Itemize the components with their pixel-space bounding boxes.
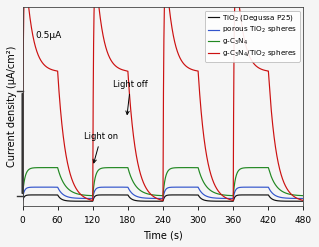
TiO$_2$ (Degussa P25) bbox=[187, 193, 191, 196]
Text: Light off: Light off bbox=[113, 80, 148, 114]
Line: porous TiO$_2$ spheres: porous TiO$_2$ spheres bbox=[23, 187, 303, 199]
porous TiO$_2$ spheres bbox=[244, 186, 248, 189]
g-C$_3$N$_4$ bbox=[122, 166, 126, 169]
TiO$_2$ (Degussa P25) bbox=[21, 200, 25, 203]
g-C$_3$N$_4$/TiO$_2$ spheres bbox=[301, 199, 305, 202]
g-C$_3$N$_4$ bbox=[244, 166, 248, 169]
TiO$_2$ (Degussa P25) bbox=[244, 193, 248, 196]
porous TiO$_2$ spheres bbox=[229, 197, 233, 200]
porous TiO$_2$ spheres bbox=[21, 197, 25, 200]
porous TiO$_2$ spheres bbox=[122, 186, 126, 189]
TiO$_2$ (Degussa P25) bbox=[229, 200, 233, 203]
g-C$_3$N$_4$/TiO$_2$ spheres bbox=[21, 201, 25, 204]
g-C$_3$N$_4$ bbox=[199, 175, 203, 178]
g-C$_3$N$_4$/TiO$_2$ spheres bbox=[229, 198, 233, 201]
g-C$_3$N$_4$ bbox=[301, 194, 305, 197]
porous TiO$_2$ spheres bbox=[266, 186, 270, 189]
TiO$_2$ (Degussa P25) bbox=[266, 193, 270, 196]
Line: g-C$_3$N$_4$/TiO$_2$ spheres: g-C$_3$N$_4$/TiO$_2$ spheres bbox=[23, 0, 303, 202]
g-C$_3$N$_4$/TiO$_2$ spheres bbox=[244, 44, 248, 47]
porous TiO$_2$ spheres bbox=[35, 186, 39, 189]
Line: TiO$_2$ (Degussa P25): TiO$_2$ (Degussa P25) bbox=[23, 195, 303, 201]
g-C$_3$N$_4$/TiO$_2$ spheres bbox=[122, 69, 126, 72]
TiO$_2$ (Degussa P25) bbox=[122, 193, 126, 196]
Line: g-C$_3$N$_4$: g-C$_3$N$_4$ bbox=[23, 168, 303, 196]
TiO$_2$ (Degussa P25) bbox=[35, 193, 39, 196]
g-C$_3$N$_4$/TiO$_2$ spheres bbox=[35, 49, 39, 52]
TiO$_2$ (Degussa P25) bbox=[199, 197, 203, 200]
porous TiO$_2$ spheres bbox=[199, 190, 203, 193]
g-C$_3$N$_4$/TiO$_2$ spheres bbox=[187, 67, 191, 70]
Legend: TiO$_2$ (Degussa P25), porous TiO$_2$ spheres, g-C$_3$N$_4$, g-C$_3$N$_4$/TiO$_2: TiO$_2$ (Degussa P25), porous TiO$_2$ sp… bbox=[205, 11, 300, 62]
porous TiO$_2$ spheres bbox=[301, 197, 305, 200]
g-C$_3$N$_4$ bbox=[21, 194, 25, 197]
Y-axis label: Current density (μA/cm²): Current density (μA/cm²) bbox=[7, 46, 17, 167]
g-C$_3$N$_4$ bbox=[266, 166, 270, 169]
X-axis label: Time (s): Time (s) bbox=[143, 230, 183, 240]
g-C$_3$N$_4$ bbox=[229, 194, 233, 197]
g-C$_3$N$_4$/TiO$_2$ spheres bbox=[199, 109, 203, 112]
TiO$_2$ (Degussa P25) bbox=[301, 200, 305, 203]
g-C$_3$N$_4$ bbox=[35, 166, 39, 169]
g-C$_3$N$_4$ bbox=[187, 166, 191, 169]
Text: Light on: Light on bbox=[84, 132, 118, 163]
Text: 0.5μA: 0.5μA bbox=[35, 31, 61, 40]
porous TiO$_2$ spheres bbox=[187, 186, 191, 189]
